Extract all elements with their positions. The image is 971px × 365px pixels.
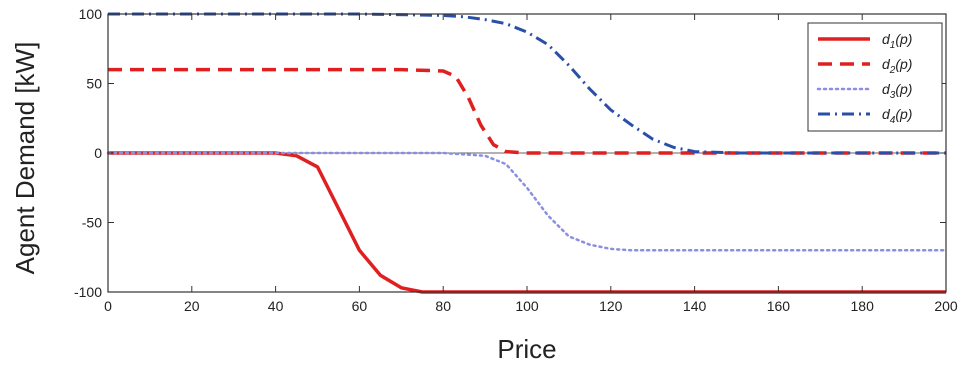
x-axis-title: Price: [497, 334, 556, 364]
series-line-2: [108, 67, 946, 155]
y-tick-label: 0: [94, 145, 102, 161]
y-axis-title: Agent Demand [kW]: [10, 42, 40, 275]
x-tick-label: 120: [599, 298, 623, 314]
legend-label-2: d2(p): [882, 56, 912, 76]
y-tick-label: 50: [86, 76, 102, 92]
x-tick-label: 60: [352, 298, 368, 314]
legend: d1(p) d2(p) d3(p) d4(p): [807, 22, 943, 132]
x-tick-label: 40: [268, 298, 284, 314]
tick-marks: 0 20 40 60 80 100 120 140 160 180 200 -100 -50 0 50 100: [74, 6, 958, 314]
y-tick-label: 100: [79, 6, 103, 22]
legend-label-3: d3(p): [882, 81, 912, 101]
series-line-3: [106, 151, 948, 252]
legend-box: [807, 22, 943, 132]
x-tick-label: 20: [184, 298, 200, 314]
legend-label-1: d1(p): [882, 31, 912, 51]
y-tick-label: -50: [82, 215, 102, 231]
x-tick-label: 80: [435, 298, 451, 314]
series-line-4: [108, 12, 946, 155]
x-tick-label: 180: [851, 298, 875, 314]
x-tick-label: 200: [934, 298, 958, 314]
x-tick-label: 0: [104, 298, 112, 314]
x-tick-label: 100: [515, 298, 539, 314]
x-tick-label: 140: [683, 298, 707, 314]
x-tick-label: 160: [767, 298, 791, 314]
y-tick-label: -100: [74, 284, 102, 300]
legend-label-4: d4(p): [882, 106, 912, 126]
